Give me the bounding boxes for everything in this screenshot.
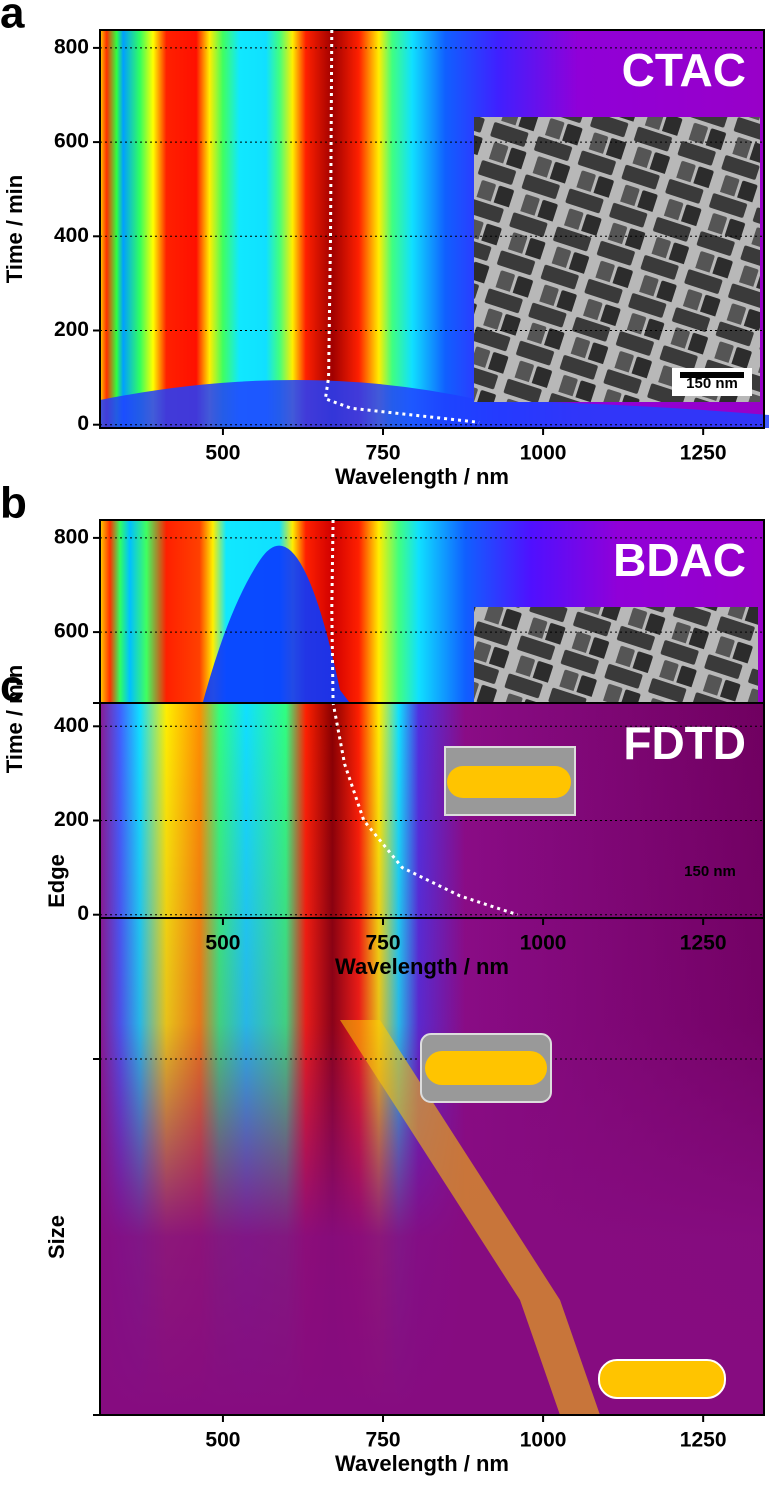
tem-inset [474,117,760,402]
panel-title: FDTD [623,717,746,769]
rod-sketch [425,1051,547,1085]
x-tick-label: 750 [365,1429,400,1452]
y-axis-label: Time / min [2,175,27,283]
x-tick-label: 1000 [520,442,567,465]
x-tick-label: 500 [205,442,240,465]
plot-frame [99,29,765,429]
panel-label: a [0,0,25,38]
panel-label: c [0,662,24,711]
rod-sketch [598,1359,726,1399]
y-tick-label: 600 [54,130,89,153]
x-tick-label: 500 [205,1429,240,1452]
panel-label: b [0,479,27,528]
y-tick-label: 400 [54,714,89,737]
y-tick-label: 200 [54,808,89,831]
x-tick-label: 1000 [520,1429,567,1452]
scale-label: 150 nm [684,863,736,880]
y-axis-label: Time / min [2,665,27,773]
x-tick-label: 1250 [680,442,727,465]
x-tick-label: 1000 [520,932,567,955]
x-tick-label: 750 [365,932,400,955]
x-tick-label: 1250 [680,1429,727,1452]
y-tick-label: 800 [54,35,89,58]
x-axis-label: Wavelength / nm [335,954,509,979]
y-tick-label: 400 [54,224,89,247]
panel-title: BDAC [613,534,746,586]
y-tick-label: 0 [77,412,89,435]
heatmap-region [100,380,769,428]
scale-label: 150 nm [686,375,738,392]
y-tick-label: 600 [54,620,89,643]
scale-bar [680,372,744,378]
y-category-label: Size [44,1215,69,1259]
y-tick-label: 800 [54,525,89,548]
trace-line [330,519,518,917]
panel-title: CTAC [622,44,746,96]
x-axis-label: Wavelength / nm [335,1451,509,1476]
x-axis-label: Wavelength / nm [335,464,509,489]
rod-sketch [447,766,571,798]
y-tick-label: 200 [54,318,89,341]
heatmap-region [340,1020,600,1415]
x-tick-label: 1250 [680,932,727,955]
y-tick-label: 0 [77,902,89,925]
x-tick-label: 750 [365,442,400,465]
x-tick-label: 500 [205,932,240,955]
y-category-label: Edge [44,854,69,908]
